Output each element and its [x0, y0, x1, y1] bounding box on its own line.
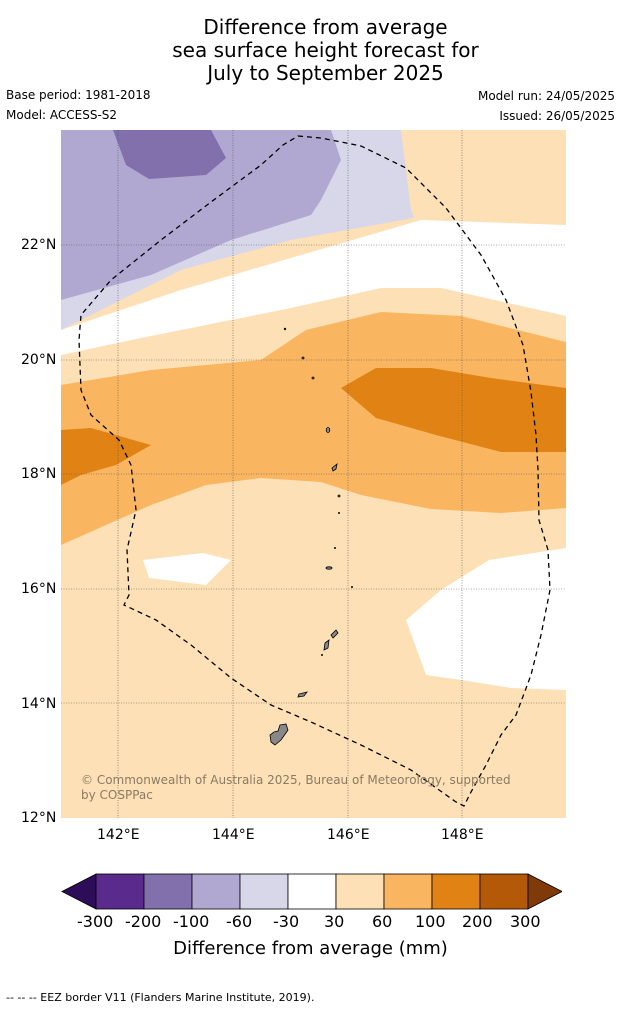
map-panel: © Commonwealth of Australia 2025, Bureau… [61, 130, 566, 818]
colorbar-cell [191, 873, 241, 910]
colorbar-cell [143, 873, 193, 910]
model-run: Model run: 24/05/2025 [477, 89, 615, 103]
colorbar-label-300: 300 [510, 912, 541, 931]
title-line-1: Difference from average [203, 15, 448, 39]
colorbar-cell [335, 873, 385, 910]
colorbar-label-minus200: -200 [125, 912, 162, 931]
copyright-line-2: by COSPPac [81, 788, 153, 802]
base-period: Base period: 1981-2018 [6, 88, 151, 102]
colorbar [61, 873, 562, 910]
colorbar-label-minus30: -30 [273, 912, 300, 931]
colorbar-label-200: 200 [462, 912, 493, 931]
colorbar-label-60: 60 [372, 912, 393, 931]
lon-tick-144e: 144°E [212, 827, 255, 843]
colorbar-cell [479, 873, 529, 910]
copyright-line-1: © Commonwealth of Australia 2025, Bureau… [81, 773, 511, 787]
anomaly-region-minus60-100 [61, 130, 341, 300]
lon-tick-148e: 148°E [441, 827, 484, 843]
model-name: Model: ACCESS-S2 [6, 108, 118, 122]
colorbar-label-minus100: -100 [173, 912, 210, 931]
lon-tick-146e: 146°E [327, 827, 370, 843]
anomaly-region-100-200-west [61, 428, 151, 485]
colorbar-label-minus60: -60 [226, 912, 253, 931]
lat-tick-14n: 14°N [21, 696, 57, 712]
lat-tick-16n: 16°N [21, 581, 57, 597]
neutral-patch-west [143, 553, 231, 585]
neutral-patch-east [406, 548, 566, 690]
anomaly-region-neutral [61, 220, 566, 355]
colorbar-label-minus300: -300 [77, 912, 114, 931]
anomaly-region-top-right [529, 130, 566, 153]
colorbar-title: Difference from average (mm) [173, 938, 448, 959]
title-line-2: sea surface height forecast for [172, 38, 479, 62]
lat-tick-12n: 12°N [21, 810, 57, 826]
colorbar-cells [61, 873, 562, 910]
graticule [61, 130, 566, 818]
colorbar-cell [431, 873, 481, 910]
colorbar-arrow-high [527, 873, 562, 910]
footnote: -- -- -- EEZ border V11 (Flanders Marine… [6, 991, 315, 1004]
map-svg: © Commonwealth of Australia 2025, Bureau… [61, 130, 566, 818]
anomaly-region-100-200-east [341, 368, 566, 452]
lon-tick-142e: 142°E [97, 827, 140, 843]
anomaly-region-minus100-200 [113, 130, 226, 179]
map-title: Difference from average sea surface heig… [0, 16, 621, 85]
issued-date: Issued: 26/05/2025 [499, 109, 615, 123]
lat-tick-20n: 20°N [21, 352, 57, 368]
colorbar-arrow-low [61, 873, 97, 910]
lat-tick-18n: 18°N [21, 466, 57, 482]
colorbar-label-30: 30 [324, 912, 345, 931]
lat-tick-22n: 22°N [21, 237, 57, 253]
colorbar-cell [287, 873, 337, 910]
colorbar-label-100: 100 [415, 912, 446, 931]
title-line-3: July to September 2025 [207, 61, 444, 85]
colorbar-cell [239, 873, 289, 910]
islands [269, 327, 353, 746]
eez-border [78, 135, 551, 807]
colorbar-cell [95, 873, 145, 910]
colorbar-cell [383, 873, 433, 910]
